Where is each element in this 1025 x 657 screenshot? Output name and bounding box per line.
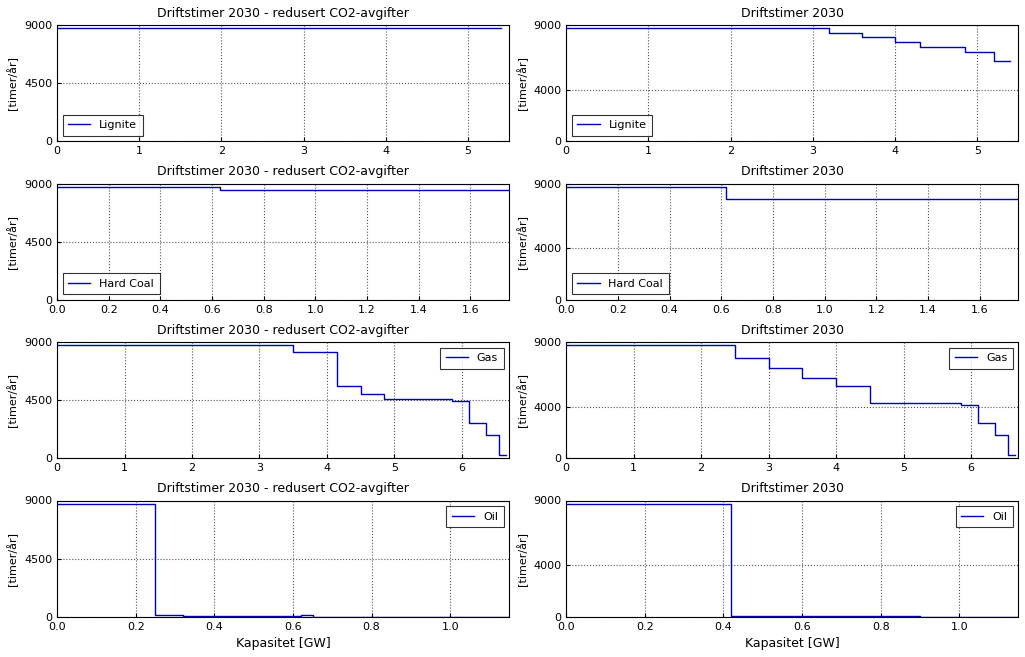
Title: Driftstimer 2030: Driftstimer 2030	[741, 7, 844, 20]
Title: Driftstimer 2030: Driftstimer 2030	[741, 324, 844, 336]
X-axis label: Kapasitet [GW]: Kapasitet [GW]	[236, 637, 330, 650]
Title: Driftstimer 2030: Driftstimer 2030	[741, 482, 844, 495]
Y-axis label: [timer/år]: [timer/år]	[516, 373, 528, 427]
Y-axis label: [timer/år]: [timer/år]	[516, 57, 528, 110]
Title: Driftstimer 2030: Driftstimer 2030	[741, 165, 844, 178]
Y-axis label: [timer/år]: [timer/år]	[7, 215, 18, 269]
Y-axis label: [timer/år]: [timer/år]	[7, 373, 18, 427]
Title: Driftstimer 2030 - redusert CO2-avgifter: Driftstimer 2030 - redusert CO2-avgifter	[157, 482, 409, 495]
Legend: Oil: Oil	[955, 506, 1013, 527]
X-axis label: Kapasitet [GW]: Kapasitet [GW]	[745, 637, 839, 650]
Title: Driftstimer 2030 - redusert CO2-avgifter: Driftstimer 2030 - redusert CO2-avgifter	[157, 7, 409, 20]
Legend: Oil: Oil	[447, 506, 503, 527]
Title: Driftstimer 2030 - redusert CO2-avgifter: Driftstimer 2030 - redusert CO2-avgifter	[157, 165, 409, 178]
Y-axis label: [timer/år]: [timer/år]	[7, 57, 18, 110]
Legend: Hard Coal: Hard Coal	[572, 273, 668, 294]
Legend: Hard Coal: Hard Coal	[63, 273, 160, 294]
Legend: Lignite: Lignite	[63, 115, 142, 136]
Title: Driftstimer 2030 - redusert CO2-avgifter: Driftstimer 2030 - redusert CO2-avgifter	[157, 324, 409, 336]
Legend: Gas: Gas	[949, 348, 1013, 369]
Legend: Lignite: Lignite	[572, 115, 652, 136]
Y-axis label: [timer/år]: [timer/år]	[516, 532, 528, 585]
Legend: Gas: Gas	[440, 348, 503, 369]
Y-axis label: [timer/år]: [timer/år]	[7, 532, 18, 585]
Y-axis label: [timer/år]: [timer/år]	[516, 215, 528, 269]
